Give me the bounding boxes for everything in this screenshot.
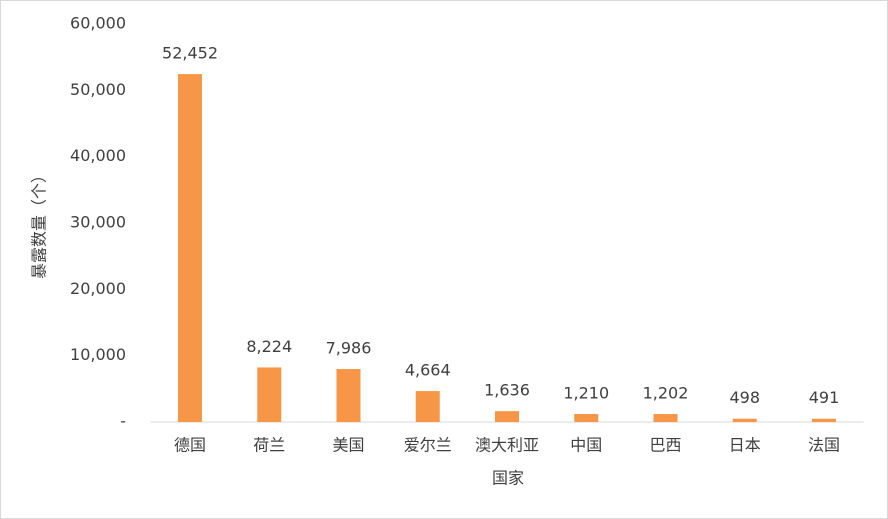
y-tick-label: 30,000 xyxy=(70,213,126,232)
y-tick-label: 10,000 xyxy=(70,345,126,364)
x-tick-label: 法国 xyxy=(808,436,840,455)
x-tick-label: 澳大利亚 xyxy=(475,436,539,455)
x-tick-label: 日本 xyxy=(729,436,761,455)
data-label: 4,664 xyxy=(405,361,451,380)
bar xyxy=(415,391,440,422)
y-tick-label: - xyxy=(120,412,126,431)
x-tick-label: 中国 xyxy=(570,436,602,455)
bar xyxy=(811,418,836,422)
x-tick-label: 德国 xyxy=(174,436,206,455)
y-tick-label: 50,000 xyxy=(70,80,126,99)
bar xyxy=(732,418,757,422)
y-axis-title: 暴露数量（个） xyxy=(30,167,49,279)
x-tick-label: 巴西 xyxy=(649,436,681,455)
data-label: 498 xyxy=(729,388,760,407)
x-tick-label: 荷兰 xyxy=(253,436,285,455)
data-label: 1,210 xyxy=(563,383,609,402)
bar xyxy=(178,74,203,423)
x-axis-title: 国家 xyxy=(492,469,524,488)
data-label: 1,636 xyxy=(484,381,530,400)
data-label: 491 xyxy=(809,388,840,407)
bar xyxy=(336,369,361,422)
data-label: 52,452 xyxy=(162,44,218,63)
y-tick-label: 20,000 xyxy=(70,279,126,298)
bar xyxy=(495,411,519,422)
bar xyxy=(257,367,282,422)
bar xyxy=(574,413,599,422)
y-tick-label: 60,000 xyxy=(70,14,126,33)
x-tick-label: 爱尔兰 xyxy=(404,436,452,455)
data-label: 1,202 xyxy=(643,384,689,403)
bar xyxy=(653,414,678,422)
y-tick-label: 40,000 xyxy=(70,146,126,165)
data-label: 7,986 xyxy=(326,339,372,358)
data-label: 8,224 xyxy=(246,337,292,356)
x-tick-label: 美国 xyxy=(333,436,365,455)
